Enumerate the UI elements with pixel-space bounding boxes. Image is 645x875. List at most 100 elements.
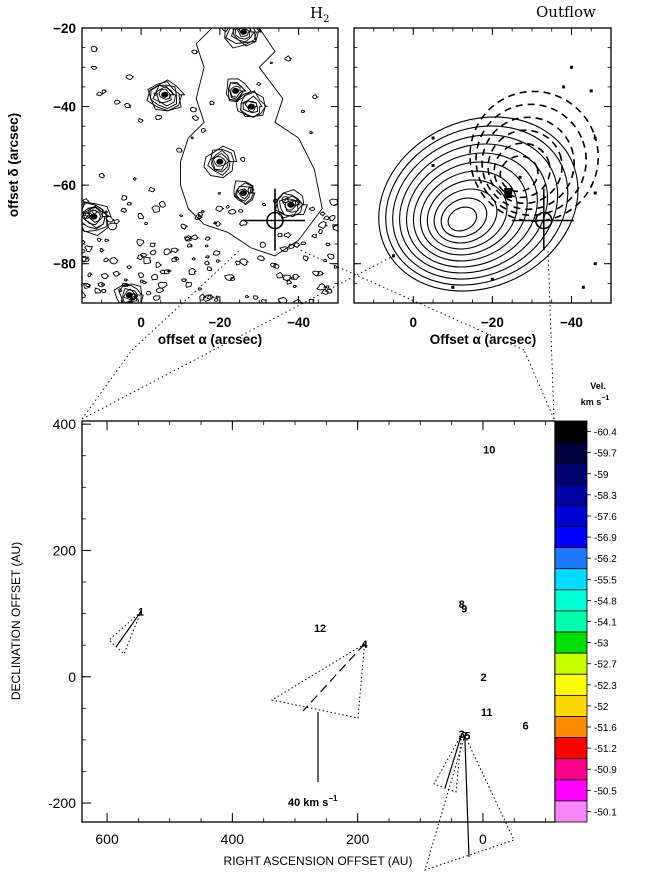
noise-contour [324,285,330,289]
noise-contour [94,287,102,294]
y-tick-label: −60 [53,178,76,193]
noise-contour [126,201,132,206]
colorbar-swatches: -60.4 -59.7 -59 -58.3 -57.6 -56.9 -56.2 -55.5 -5… [554,420,617,823]
blue-lobe-contour [405,152,538,268]
noise-contour [137,272,144,278]
noise-contour [311,233,318,239]
red-lobe-contour [499,155,539,193]
noise-contour [269,61,274,65]
knot-contour [236,28,252,37]
noise-contour [113,219,120,224]
x-tick-label: 600 [95,831,119,847]
map-point [569,65,573,69]
maser-spot-7: 7 [462,730,468,742]
noise-contour [282,274,293,282]
colorbar-unit: km s−1 [581,395,610,407]
noise-contour [205,255,210,259]
noise-contour [180,223,188,230]
knot-contour [234,182,256,206]
zoom-connectors [81,249,555,420]
colorbar-swatch [554,462,588,485]
h2-source-marker [242,188,305,251]
noise-contour [90,65,98,70]
knot-contour [278,195,305,218]
cone-3 [433,733,463,793]
knot-core [247,103,255,110]
noise-contour [293,242,301,249]
colorbar-swatch [554,631,588,654]
noise-contour [149,249,157,256]
noise-contour [179,214,184,218]
noise-contour [155,261,163,268]
knot-core [125,292,133,299]
map-point [490,277,494,281]
noise-contour [138,118,144,124]
colorbar-label: -54.8 [594,596,617,607]
noise-contour [273,263,280,269]
noise-contour [221,28,230,32]
blue-lobe-contour [392,134,559,280]
noise-contour [112,270,122,277]
y-tick-label: −20 [53,21,76,36]
maser-spot-9: 9 [461,604,467,616]
x-tick-label: 200 [346,831,370,847]
y-tick-label: 0 [68,669,76,685]
noise-contour [203,294,213,302]
maser-spot-1: 1 [138,607,144,619]
noise-contour [148,186,156,193]
colorbar-swatch [554,441,588,464]
knot-contour [284,200,298,211]
noise-contour [209,100,215,106]
blue-lobe-contour [385,125,569,286]
knot-contour [230,85,244,98]
noise-contour [126,265,133,270]
noise-contour [174,256,179,261]
noise-contour [87,272,93,277]
noise-contour [292,199,301,207]
noise-contour [176,147,183,153]
noise-contour [308,298,315,303]
knot-contour [207,148,235,176]
vector-1 [115,611,142,648]
noise-contour [292,284,298,289]
noise-contour [155,114,163,120]
knot-core [90,213,98,220]
map-point [451,285,455,289]
colorbar-swatch [554,716,588,738]
noise-contour [261,202,266,207]
map-point [589,89,593,93]
maser-ticks: 600 400 200 0 400 200 0 -200 [48,416,547,847]
noise-contour [82,256,91,262]
noise-contour [136,239,145,247]
noise-contour [136,254,145,261]
vector-7 [464,735,470,858]
noise-contour [317,221,329,230]
noise-contour [317,270,325,277]
outflow-xlabel: Offset α (arcsec) [430,332,537,347]
colorbar-swatch [554,758,588,781]
colorbar-label: -52.3 [594,681,617,692]
noise-contour [181,278,188,283]
knot-contour [225,28,262,44]
noise-contour [103,257,111,263]
colorbar-label: -59.7 [594,449,617,460]
noise-contour [191,49,199,54]
noise-contour [188,267,197,276]
map-point [562,85,566,89]
map-point [593,191,597,195]
noise-contour [139,279,145,284]
knot-contour [233,180,255,205]
maser-spot-10: 10 [483,444,495,456]
noise-contour [321,288,330,295]
noise-contour [96,91,103,97]
noise-contour [323,259,328,262]
noise-contour [159,269,166,275]
noise-contour [326,253,335,260]
h2-frame [81,27,339,304]
outflow-contours [378,65,600,292]
noise-contour [117,288,123,293]
noise-contour [104,238,110,242]
noise-contour [186,243,194,248]
knot-core [239,190,247,196]
